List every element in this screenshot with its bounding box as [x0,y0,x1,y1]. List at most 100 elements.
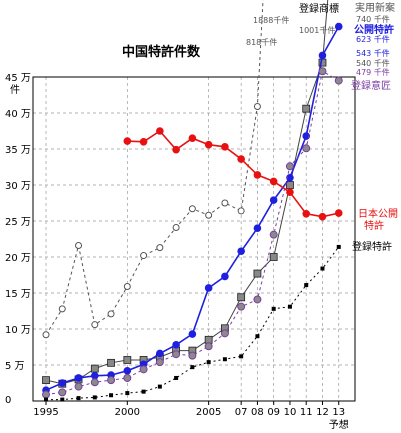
data-point-patent_reg [60,397,65,402]
series-line-design_reg [45,70,339,395]
data-point-jp_published [302,210,311,218]
chart-title: 中国特許件数 [122,44,201,60]
series-label-l_patent: 登録特許 [352,240,392,253]
y-axis-top-label: 45 万 [5,73,31,84]
data-point-patent_reg [304,283,309,288]
series-patent_reg [44,244,341,402]
series-label-l_trademark: 登録商標 [299,2,339,15]
data-point-trademark_reg [58,305,66,313]
data-point-design_reg [172,350,181,359]
axes: 0 5 万 10 万 15 万 20 万 25 万 30 万 35 万 40 万 45 万件 199… [5,73,356,431]
data-point-trademark_reg [156,244,164,252]
data-point-published_patent [253,224,262,232]
data-point-design_reg [237,302,246,311]
data-point-design_reg [139,365,148,374]
data-point-jp_published [269,177,278,186]
data-point-jp_published [318,212,327,221]
y-tick-label: 0 [5,395,11,406]
series-label-l_jp2: 特許 [364,219,384,232]
series-trademark_reg [42,0,264,339]
x-tick-label: 13 [332,407,345,418]
data-point-design_reg [74,382,83,391]
data-point-published_patent [90,372,99,380]
data-point-utility_model [302,104,311,113]
data-point-design_reg [204,342,213,351]
data-point-jp_published [237,155,245,163]
annotation-a_479: 479 千件 [356,67,390,77]
data-point-published_patent [188,330,197,338]
data-point-utility_model [269,253,278,261]
series-line-jp_published [127,129,339,218]
data-point-patent_reg [109,393,114,398]
data-point-trademark_reg [75,241,83,249]
y-tick-label: 25 万 [5,217,31,228]
annotation-a_1888: 1888千件 [253,15,289,25]
data-point-design_reg [107,376,116,385]
data-point-jp_published [286,188,294,196]
data-point-published_patent [334,22,343,31]
data-point-jp_published [253,171,262,179]
data-point-published_patent [204,284,213,292]
data-point-patent_reg [239,354,244,359]
data-point-published_patent [286,174,294,182]
data-point-jp_published [221,143,229,151]
y-tick-label: 15 万 [5,289,31,300]
x-tick-label: 1995 [33,407,58,418]
y-tick-label: 5 万 [5,361,25,372]
data-point-trademark_reg [140,252,148,260]
annotation-a_740: 740 千件 [356,14,390,24]
data-point-trademark_reg [237,207,245,215]
data-point-utility_model [204,335,213,344]
series-published_patent [42,22,343,395]
data-point-utility_model [42,376,50,385]
y-tick-label: 30 万 [5,181,31,192]
data-point-patent_reg [255,334,260,339]
data-point-published_patent [58,379,67,387]
data-point-design_reg [42,390,51,399]
data-point-utility_model [90,364,99,373]
data-point-patent_reg [222,357,227,362]
plot-frame [32,76,356,402]
data-point-trademark_reg [221,199,229,207]
data-point-jp_published [188,134,197,142]
x-tick-label: 2005 [196,407,221,418]
data-point-jp_published [139,138,148,146]
data-point-jp_published [334,209,343,217]
data-point-trademark_reg [107,310,115,318]
data-point-published_patent [221,272,229,281]
data-point-jp_published [156,127,164,135]
series-label-l_design: 登録意匠 [351,79,391,92]
grid [33,77,355,401]
data-point-design_reg [220,329,229,338]
data-point-utility_model [286,181,294,189]
data-point-published_patent [269,196,278,204]
x-tick-label: 08 [251,407,264,418]
data-point-design_reg [188,351,197,360]
data-point-utility_model [237,293,246,302]
data-point-trademark_reg [42,331,50,339]
y-tick-label: 20 万 [5,253,31,264]
data-point-published_patent [172,341,180,349]
data-point-patent_reg [336,244,341,249]
data-point-design_reg [318,67,327,76]
data-point-design_reg [90,378,99,387]
x-tick-label: 07 [235,407,248,418]
annotation-a_1001: 1001千件 [299,25,335,35]
data-point-patent_reg [44,397,49,402]
data-point-design_reg [285,162,294,171]
data-point-design_reg [302,144,311,153]
data-point-trademark_reg [253,103,261,111]
x-tick-label: 2000 [115,407,140,418]
annotation-a_543: 543 千件 [356,48,390,58]
y-tick-label: 40 万 [5,109,31,120]
data-point-utility_model [123,356,132,364]
data-point-published_patent [123,366,132,375]
data-point-utility_model [107,358,115,367]
data-point-design_reg [155,358,164,367]
data-point-design_reg [253,295,262,304]
data-point-design_reg [123,373,132,382]
data-point-trademark_reg [172,223,180,231]
y-tick-label: 10 万 [5,325,31,336]
data-point-trademark_reg [205,211,213,219]
x-tick-label: 11 [300,407,313,418]
